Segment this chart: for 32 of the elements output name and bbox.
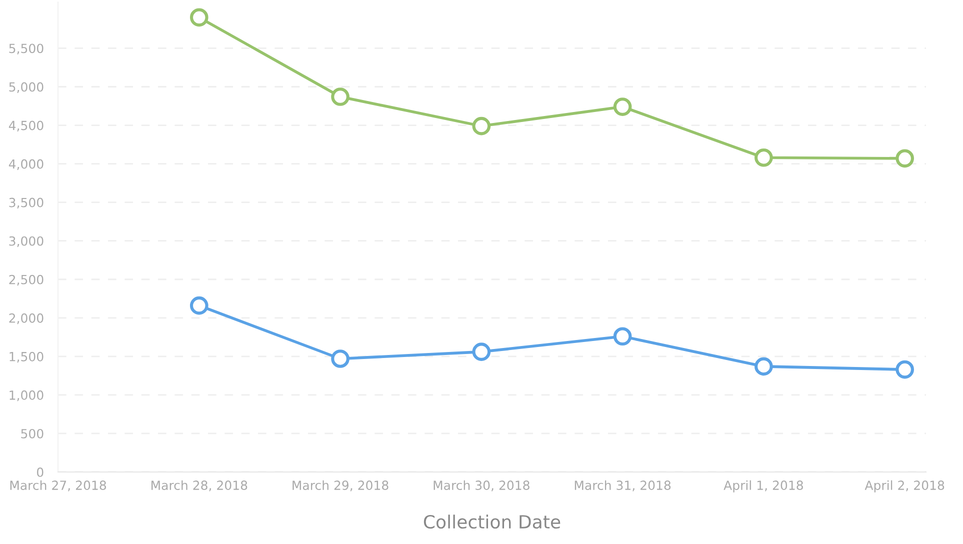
y-tick-label: 4,000 — [8, 159, 44, 170]
point — [896, 149, 914, 168]
x-tick-label: April 1, 2018 — [724, 480, 803, 492]
x-tick-label: March 28, 2018 — [152, 480, 248, 492]
y-tick-label: 500 — [21, 428, 44, 438]
point — [472, 342, 491, 361]
point — [472, 116, 491, 136]
x-tick-label: April 2, 2018 — [864, 480, 944, 492]
point — [613, 98, 632, 116]
point — [896, 360, 914, 379]
y-tick-label: 0 — [36, 467, 44, 477]
y-tick-label: 3,500 — [9, 198, 44, 209]
point — [754, 357, 773, 376]
x-axis-title: Collection Date — [424, 514, 560, 529]
y-tick-label: 3,000 — [9, 236, 44, 248]
x-tick-label: March 30, 2018 — [434, 480, 530, 492]
y-tick-label: 2,000 — [9, 313, 44, 324]
y-tick-label: 5,500 — [9, 44, 44, 54]
point — [613, 327, 632, 346]
point — [754, 148, 773, 167]
point — [331, 350, 350, 368]
y-tick-label: 1,000 — [10, 390, 44, 402]
point — [190, 296, 208, 315]
y-tick-label: 4,500 — [8, 120, 44, 132]
y-tick-label: 5,000 — [9, 82, 44, 93]
x-tick-label: March 27, 2018 — [10, 480, 106, 492]
point — [190, 8, 208, 27]
y-tick-label: 1,500 — [10, 352, 44, 363]
y-tick-label: 2,500 — [9, 274, 44, 286]
x-tick-label: March 29, 2018 — [292, 480, 388, 492]
x-tick-label: March 31, 2018 — [574, 480, 671, 492]
point — [331, 88, 350, 106]
